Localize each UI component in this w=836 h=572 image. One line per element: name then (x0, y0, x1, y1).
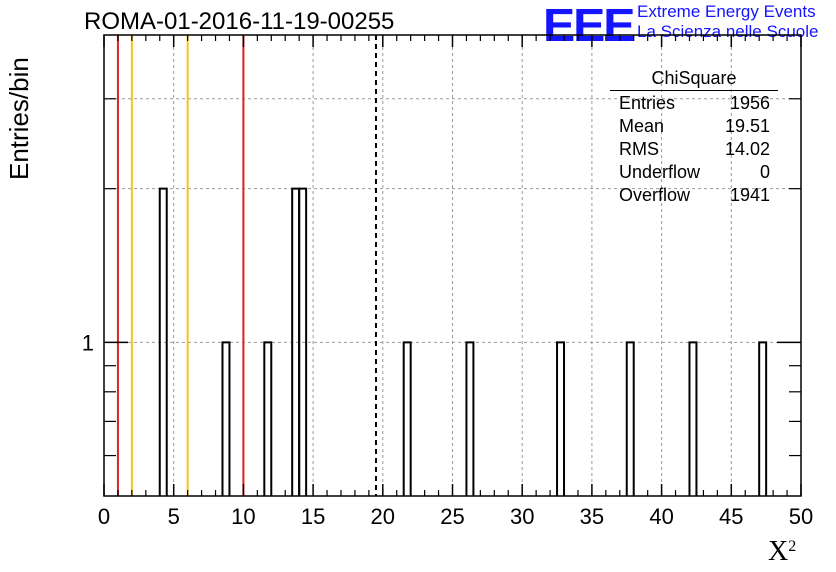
histogram-bin (221, 341, 231, 496)
histogram-bin (465, 341, 475, 496)
x-axis-label: X2 (768, 536, 796, 568)
x-tick-label: 20 (371, 504, 395, 529)
stats-row: Underflow 0 (610, 161, 778, 184)
y-tick-label: 1 (82, 330, 94, 355)
stats-label: Underflow (619, 162, 701, 182)
stats-row: Mean 19.51 (610, 115, 778, 138)
x-axis-label-superscript: 2 (788, 538, 797, 555)
stats-label: Entries (619, 93, 676, 113)
x-tick-label: 0 (98, 504, 110, 529)
histogram-bin (625, 341, 635, 496)
histogram-bin (688, 341, 698, 496)
x-tick-label: 50 (789, 504, 813, 529)
stats-label: Mean (619, 116, 665, 136)
stats-value: 0 (759, 162, 770, 182)
x-tick-label: 15 (301, 504, 325, 529)
histogram-bin (556, 341, 566, 496)
histogram-bin (263, 341, 273, 496)
x-tick-label: 25 (440, 504, 464, 529)
x-tick-label: 10 (231, 504, 255, 529)
stats-row: Overflow 1941 (610, 184, 778, 207)
stats-rows: Entries 1956 Mean 19.51 RMS 14.02 Underflow 0 Ov… (610, 92, 778, 207)
stats-value: 1956 (729, 93, 770, 113)
stats-label: RMS (619, 139, 659, 159)
x-axis-label-text: X (768, 536, 789, 567)
histogram-bin (402, 341, 412, 496)
stats-label: Overflow (619, 185, 691, 205)
histogram-bin (158, 187, 168, 496)
stats-value: 14.02 (724, 139, 770, 159)
stats-value: 19.51 (724, 116, 770, 136)
x-tick-label: 30 (510, 504, 534, 529)
stats-value: 1941 (729, 185, 770, 205)
x-tick-label: 5 (168, 504, 180, 529)
histogram-bin (758, 341, 768, 496)
chart-title: ROMA-01-2016-11-19-00255 (84, 8, 395, 35)
logo-caption-line-1: Extreme Energy Events (637, 2, 816, 21)
stats-row: Entries 1956 (610, 92, 778, 115)
histogram-bin (298, 187, 308, 496)
x-tick-label: 40 (649, 504, 673, 529)
stats-title: ChiSquare (610, 68, 778, 91)
stats-row: RMS 14.02 (610, 138, 778, 161)
x-tick-label: 45 (719, 504, 743, 529)
stats-box: ChiSquare Entries 1956 Mean 19.51 RMS 14.02 Un… (610, 68, 778, 207)
x-tick-label: 35 (580, 504, 604, 529)
